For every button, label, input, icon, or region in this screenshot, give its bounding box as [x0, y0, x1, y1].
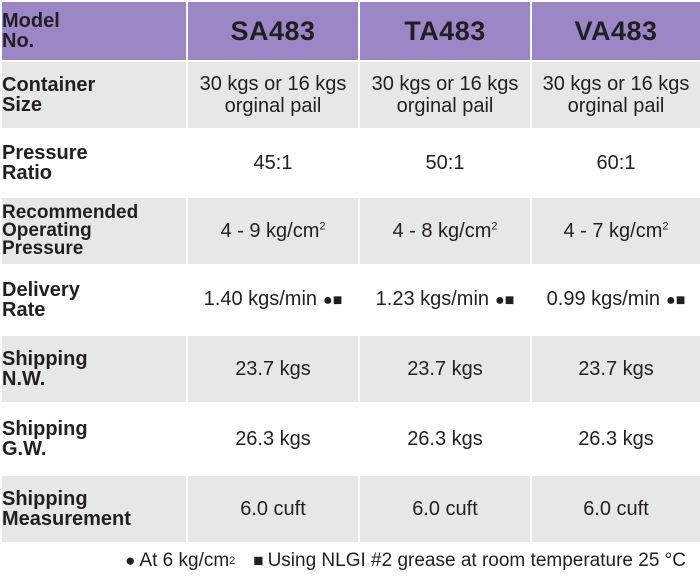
footnote-marks: ●■ [495, 292, 515, 309]
row-label-line: Recommended [2, 202, 139, 223]
cell-value: 4 - 7 kg/cm2 [530, 196, 700, 266]
cell-value: 1.23 kgs/min ●■ [358, 264, 532, 336]
row-label-line: Shipping [2, 418, 88, 440]
row-label: Shipping Measurement [0, 474, 188, 544]
header-label-line: No. [2, 30, 35, 52]
cell-value: 30 kgs or 16 kgs orginal pail [358, 60, 532, 130]
header-label-line: Model [2, 10, 60, 32]
model-ta483: TA483 [358, 0, 532, 62]
cell-value: 30 kgs or 16 kgs orginal pail [186, 60, 360, 130]
row-label: Recommended Operating Pressure [0, 196, 188, 266]
row-label-line: Size [2, 94, 43, 116]
cell-value: 50:1 [358, 128, 532, 198]
row-delivery-rate: Delivery Rate 1.40 kgs/min ●■ 1.23 kgs/mi… [0, 264, 700, 336]
cell-line: orginal pail [567, 95, 665, 117]
row-label-line: Operating [2, 220, 92, 241]
row-label: Shipping N.W. [0, 334, 188, 404]
row-label: Delivery Rate [0, 264, 188, 336]
row-label: Shipping G.W. [0, 402, 188, 476]
cell-line: 30 kgs or 16 kgs [371, 73, 519, 95]
cell-value: 6.0 cuft [530, 474, 700, 544]
cell-value: 0.99 kgs/min ●■ [530, 264, 700, 336]
cell-value: 6.0 cuft [186, 474, 360, 544]
temperature-unit: °C [664, 550, 686, 571]
row-container-size: Container Size 30 kgs or 16 kgs orginal … [0, 60, 700, 130]
row-label-line: Pressure [2, 142, 88, 164]
superscript: 2 [662, 220, 669, 233]
row-label-line: Shipping [2, 488, 88, 510]
cell-text: 4 - 7 kg/cm [563, 220, 663, 242]
model-va483: VA483 [530, 0, 700, 62]
bullet-square-icon: ■ [253, 551, 264, 570]
row-label-line: Ratio [2, 162, 52, 184]
header-row: Model No. SA483 TA483 VA483 [0, 0, 700, 62]
row-label-line: Measurement [2, 508, 131, 530]
cell-text: 4 - 8 kg/cm [392, 220, 492, 242]
footnote-text: At 6 kg/cm [139, 550, 230, 571]
header-label: Model No. [0, 0, 188, 62]
cell-line: orginal pail [224, 95, 322, 117]
cell-text: 4 - 9 kg/cm [220, 220, 320, 242]
cell-value: 26.3 kgs [186, 402, 360, 476]
cell-line: 30 kgs or 16 kgs [542, 73, 690, 95]
cell-value: 26.3 kgs [530, 402, 700, 476]
row-label: Pressure Ratio [0, 128, 188, 198]
footnote-marks: ●■ [666, 292, 686, 309]
row-shipping-gw: Shipping G.W. 26.3 kgs 26.3 kgs 26.3 kgs [0, 402, 700, 476]
superscript: 2 [491, 220, 498, 233]
row-label-line: Shipping [2, 348, 88, 370]
cell-value: 4 - 8 kg/cm2 [358, 196, 532, 266]
cell-text: 1.40 kgs/min [203, 288, 318, 310]
cell-line: 30 kgs or 16 kgs [199, 73, 347, 95]
cell-text: 0.99 kgs/min [546, 288, 661, 310]
model-sa483: SA483 [186, 0, 360, 62]
cell-text: 1.23 kgs/min [375, 288, 490, 310]
cell-value: 45:1 [186, 128, 360, 198]
row-pressure-ratio: Pressure Ratio 45:1 50:1 60:1 [0, 128, 700, 198]
row-shipping-measurement: Shipping Measurement 6.0 cuft 6.0 cuft 6… [0, 474, 700, 544]
row-label: Container Size [0, 60, 188, 130]
cell-value: 6.0 cuft [358, 474, 532, 544]
cell-line: orginal pail [396, 95, 494, 117]
row-label-line: N.W. [2, 368, 46, 390]
bullet-circle-icon: ● [125, 551, 136, 570]
row-shipping-nw: Shipping N.W. 23.7 kgs 23.7 kgs 23.7 kgs [0, 334, 700, 404]
superscript: 2 [319, 220, 326, 233]
row-label-line: G.W. [2, 438, 47, 460]
cell-value: 23.7 kgs [530, 334, 700, 404]
row-label-line: Pressure [2, 238, 84, 259]
spec-table: Model No. SA483 TA483 VA483 Container Si… [0, 0, 700, 544]
cell-value: 4 - 9 kg/cm2 [186, 196, 360, 266]
footnote-marks: ●■ [323, 292, 343, 309]
cell-value: 1.40 kgs/min ●■ [186, 264, 360, 336]
row-label-line: Rate [2, 299, 46, 321]
cell-value: 23.7 kgs [358, 334, 532, 404]
cell-value: 26.3 kgs [358, 402, 532, 476]
cell-value: 30 kgs or 16 kgs orginal pail [530, 60, 700, 130]
cell-value: 23.7 kgs [186, 334, 360, 404]
footnote-text: Using NLGI #2 grease at room temperature… [267, 550, 660, 571]
row-label-line: Delivery [2, 279, 80, 301]
footnotes: ● At 6 kg/cm 2 ■ Using NLGI #2 grease at … [125, 550, 686, 571]
cell-value: 60:1 [530, 128, 700, 198]
row-operating-pressure: Recommended Operating Pressure 4 - 9 kg/… [0, 196, 700, 266]
row-label-line: Container [2, 74, 96, 96]
